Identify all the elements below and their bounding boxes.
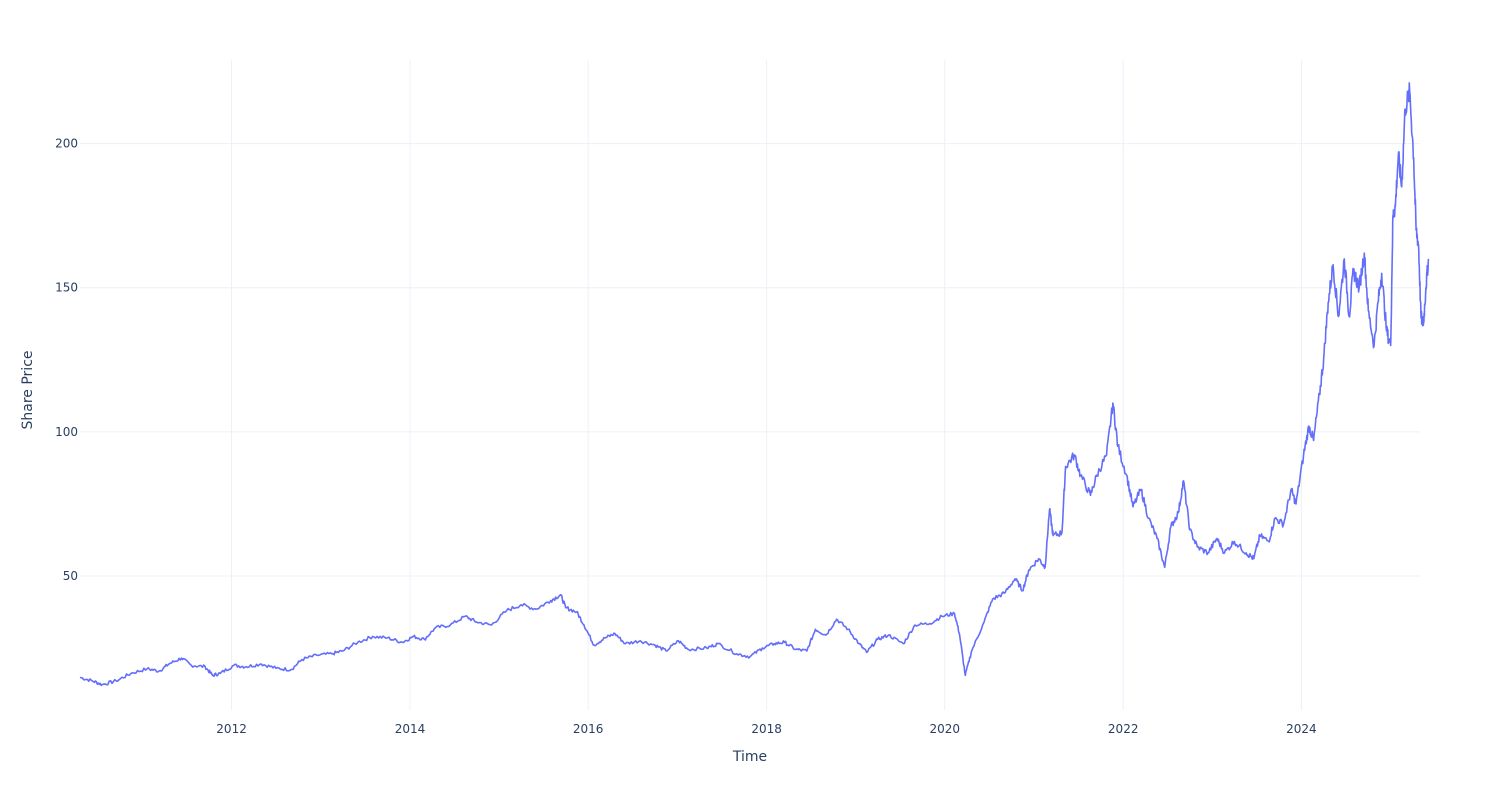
- x-tick-label: 2022: [1108, 722, 1139, 736]
- x-tick-label: 2016: [573, 722, 604, 736]
- y-gridlines: [80, 143, 1420, 577]
- x-tick-label: 2020: [930, 722, 961, 736]
- y-tick-label: 150: [55, 281, 78, 295]
- x-tick-label: 2024: [1286, 722, 1317, 736]
- share-price-line: [79, 82, 1430, 687]
- y-tick-label: 50: [63, 569, 78, 583]
- x-tick-labels: 2012 2014 2016 2018 2020 2022 2024: [216, 722, 1316, 736]
- y-axis-title: Share Price: [20, 350, 36, 429]
- y-tick-label: 200: [55, 137, 78, 151]
- x-axis-title: Time: [732, 749, 767, 765]
- y-tick-label: 100: [55, 425, 78, 439]
- x-gridlines: [231, 60, 1302, 710]
- x-tick-label: 2018: [751, 722, 782, 736]
- y-tick-labels: 50 100 150 200: [55, 137, 78, 583]
- x-tick-label: 2012: [216, 722, 247, 736]
- x-tick-label: 2014: [395, 722, 426, 736]
